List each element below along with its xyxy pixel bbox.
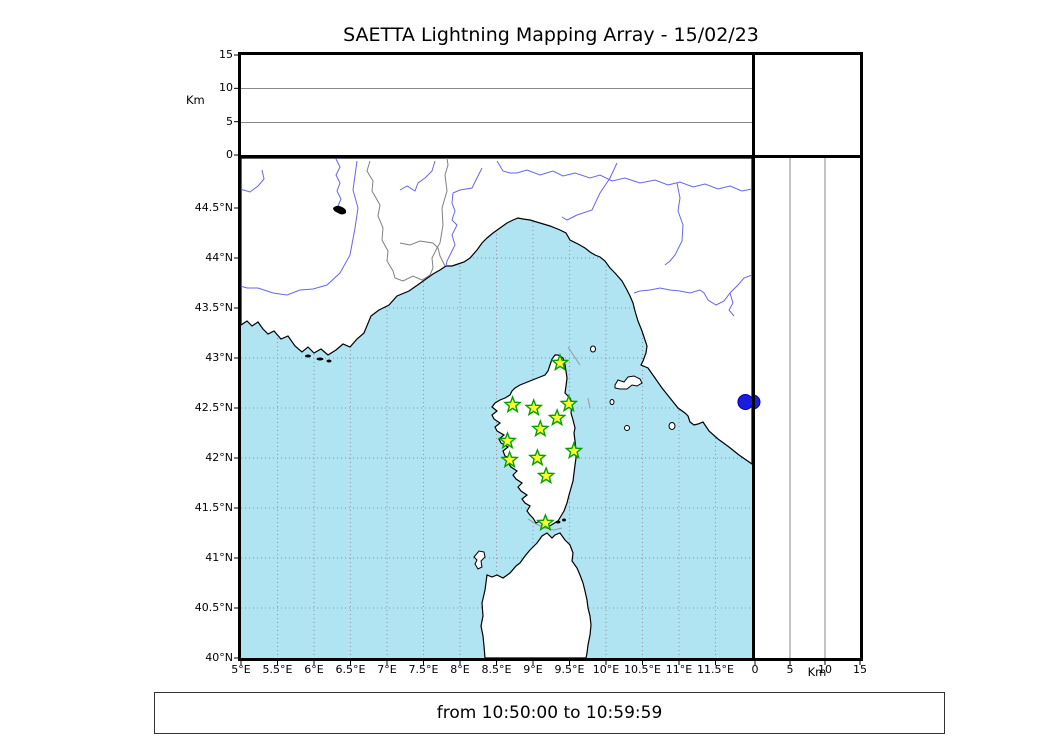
side-km-tick-label: 0	[751, 663, 759, 676]
altitude-gridline-10km	[241, 88, 752, 90]
lon-tick-label: 7.5°E	[408, 663, 439, 676]
island	[316, 357, 324, 361]
altitude-vs-latitude-panel	[752, 155, 863, 661]
lon-tick-label: 6°E	[304, 663, 324, 676]
island	[668, 422, 676, 430]
corner-box	[752, 52, 863, 158]
lma-station-star-icon	[527, 448, 547, 467]
lon-tick-label: 10°E	[592, 663, 620, 676]
coastline-sardinia	[480, 532, 592, 658]
source-markers-side	[755, 394, 761, 410]
island	[562, 518, 566, 522]
lma-station-star-icon	[530, 419, 550, 438]
lon-tick-label: 8°E	[450, 663, 470, 676]
lma-station-star-icon	[559, 394, 579, 413]
lat-tick-label: 43.5°N	[194, 301, 233, 314]
lma-station-star-icon	[503, 395, 523, 414]
geographic-map	[241, 158, 752, 658]
lat-tick-label: 41.5°N	[194, 501, 233, 514]
lma-station-star-icon	[524, 398, 544, 417]
lon-tick-label: 7°E	[377, 663, 397, 676]
lat-tick-label: 43°N	[205, 351, 233, 364]
island	[624, 425, 630, 431]
coastline-mainland	[241, 158, 752, 465]
lon-tick-label: 11°E	[665, 663, 693, 676]
lightning-source-dot	[737, 394, 752, 410]
altitude-tick-label: 5	[226, 114, 233, 128]
side-km-tick-label: 10	[818, 663, 832, 676]
lat-tick-label: 44°N	[205, 251, 233, 264]
lon-tick-label: 6.5°E	[335, 663, 366, 676]
feature-lines	[527, 346, 591, 531]
page-title: SAETTA Lightning Mapping Array - 15/02/2…	[343, 24, 759, 46]
lat-tick-label: 40°N	[205, 651, 233, 664]
lma-station-star-icon	[535, 513, 555, 532]
lma-station-star-icon	[547, 408, 567, 427]
island-elba	[614, 375, 643, 390]
lma-station-star-icon	[497, 431, 517, 450]
altitude-tick-label: 0	[226, 148, 233, 161]
country-border	[366, 158, 449, 282]
island-asinara	[473, 550, 486, 570]
lat-tick-label: 42.5°N	[194, 401, 233, 414]
lon-tick-label: 9.5°E	[554, 663, 585, 676]
island	[555, 520, 561, 524]
altitude-axis-unit-right: Km	[807, 665, 827, 679]
lat-tick-label: 41°N	[205, 551, 233, 564]
lma-station-star-icon	[500, 450, 520, 469]
lat-tick-label: 44.5°N	[194, 201, 233, 214]
lon-tick-label: 5.5°E	[262, 663, 293, 676]
time-window-box: from 10:50:00 to 10:59:59	[154, 692, 945, 734]
lon-tick-label: 11.5°E	[697, 663, 734, 676]
lma-station-star-icon	[536, 466, 556, 485]
station-markers	[497, 353, 584, 532]
lon-tick-label: 5°E	[231, 663, 251, 676]
lat-tick-label: 42°N	[205, 451, 233, 464]
lon-tick-label: 8.5°E	[481, 663, 512, 676]
altitude-tick-label: 15	[219, 48, 233, 61]
island	[590, 345, 596, 353]
lightning-source-dot-side	[755, 394, 761, 410]
lake	[333, 205, 347, 215]
lma-station-star-icon	[550, 353, 570, 372]
altitude-gridline-5km	[241, 121, 752, 123]
lon-tick-label: 10.5°E	[624, 663, 661, 676]
island	[305, 354, 311, 358]
country-border-coastal	[399, 240, 446, 267]
lat-tick-label: 40.5°N	[194, 601, 233, 614]
altitude-tick-label: 10	[219, 81, 233, 95]
altitude-vs-longitude-panel	[238, 52, 755, 158]
side-km-tick-label: 5	[786, 663, 794, 676]
source-markers	[737, 394, 752, 410]
altitude-axis-unit-left: Km	[186, 93, 205, 107]
island	[326, 359, 332, 363]
island	[609, 399, 615, 405]
side-km-tick-label: 15	[853, 663, 867, 676]
time-window-text: from 10:50:00 to 10:59:59	[436, 703, 663, 723]
lma-station-star-icon	[564, 441, 584, 460]
lon-tick-label: 9°E	[523, 663, 543, 676]
map-panel	[238, 155, 755, 661]
side-panel-plot	[755, 158, 826, 658]
lat-lon-grid	[241, 158, 752, 658]
